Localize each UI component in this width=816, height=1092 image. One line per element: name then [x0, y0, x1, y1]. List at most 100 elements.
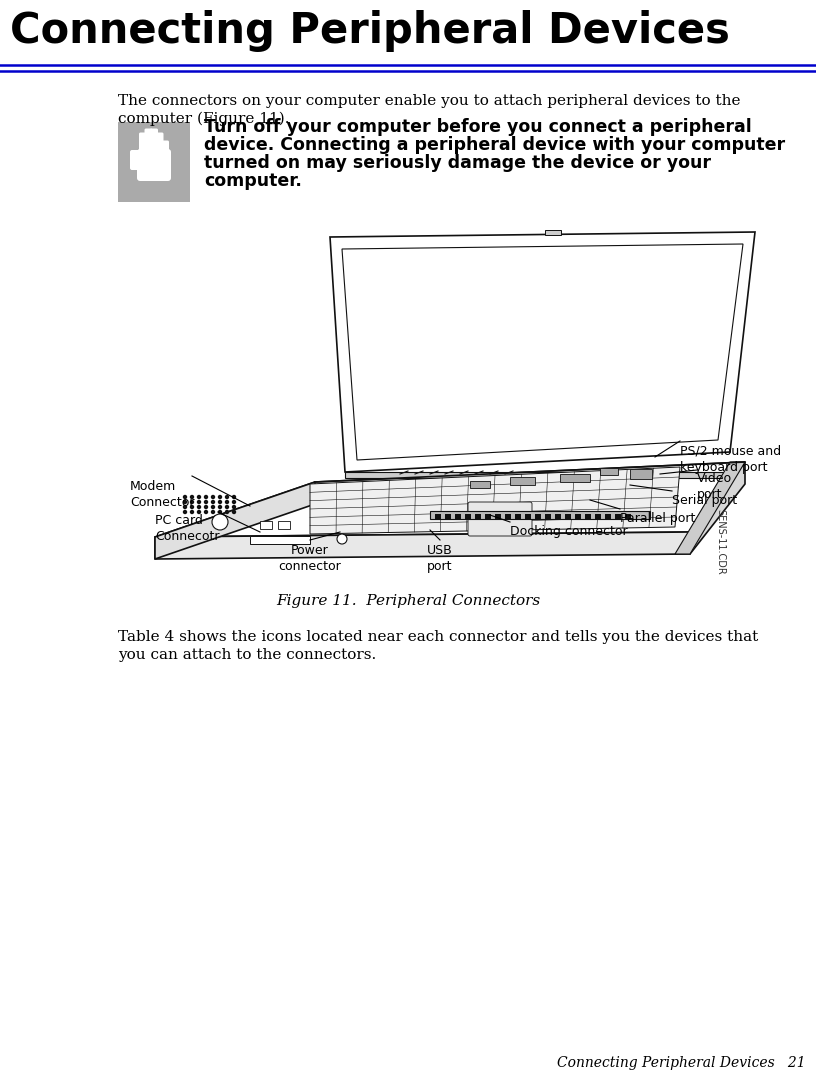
FancyBboxPatch shape — [150, 129, 158, 152]
Bar — [600, 468, 618, 475]
Bar — [595, 514, 601, 519]
Text: Parallel port: Parallel port — [620, 512, 695, 525]
Bar — [555, 514, 561, 519]
Circle shape — [190, 510, 193, 513]
Bar — [485, 514, 491, 519]
Circle shape — [197, 506, 201, 509]
Polygon shape — [342, 244, 743, 460]
Circle shape — [205, 510, 207, 513]
Bar — [475, 514, 481, 519]
Bar — [585, 514, 591, 519]
FancyBboxPatch shape — [156, 132, 163, 154]
Text: PS/2 mouse and
keyboard port: PS/2 mouse and keyboard port — [680, 446, 781, 474]
Circle shape — [337, 534, 347, 544]
Text: computer.: computer. — [204, 173, 302, 190]
Bar — [615, 514, 621, 519]
Polygon shape — [310, 467, 680, 534]
Bar — [465, 514, 471, 519]
Circle shape — [233, 506, 236, 509]
Text: Figure 11.  Peripheral Connectors: Figure 11. Peripheral Connectors — [276, 594, 540, 608]
Circle shape — [219, 496, 221, 499]
Circle shape — [205, 496, 207, 499]
Bar — [575, 514, 581, 519]
Bar — [278, 521, 290, 529]
Bar — [435, 514, 441, 519]
Text: Turn off your computer before you connect a peripheral: Turn off your computer before you connec… — [204, 118, 752, 136]
Text: computer (Figure 11).: computer (Figure 11). — [118, 112, 290, 127]
FancyBboxPatch shape — [468, 502, 532, 536]
Circle shape — [190, 506, 193, 509]
Circle shape — [205, 506, 207, 509]
Circle shape — [219, 510, 221, 513]
Polygon shape — [155, 532, 690, 559]
Circle shape — [233, 510, 236, 513]
FancyBboxPatch shape — [130, 150, 144, 170]
Circle shape — [197, 496, 201, 499]
Bar — [445, 514, 451, 519]
Text: Docking connector: Docking connector — [510, 525, 628, 538]
Text: turned on may seriously damage the device or your: turned on may seriously damage the devic… — [204, 154, 711, 173]
Bar — [560, 474, 590, 482]
Circle shape — [211, 506, 215, 509]
Bar — [515, 514, 521, 519]
Circle shape — [233, 496, 236, 499]
Circle shape — [197, 500, 201, 503]
Bar — [495, 514, 501, 519]
Bar — [605, 514, 611, 519]
FancyBboxPatch shape — [137, 149, 171, 181]
Text: SENS-11.CDR: SENS-11.CDR — [715, 509, 725, 574]
Circle shape — [219, 506, 221, 509]
Bar — [510, 477, 535, 485]
Polygon shape — [330, 232, 755, 472]
FancyBboxPatch shape — [161, 141, 169, 157]
Circle shape — [225, 496, 228, 499]
Bar — [625, 514, 631, 519]
Text: Connecting Peripheral Devices: Connecting Peripheral Devices — [10, 10, 730, 52]
Bar — [250, 536, 310, 544]
Bar — [535, 514, 541, 519]
FancyBboxPatch shape — [144, 129, 153, 152]
Circle shape — [225, 510, 228, 513]
Text: device. Connecting a peripheral device with your computer: device. Connecting a peripheral device w… — [204, 136, 785, 154]
FancyBboxPatch shape — [139, 132, 147, 154]
Bar — [505, 514, 511, 519]
Polygon shape — [155, 462, 745, 537]
Bar — [630, 468, 652, 479]
Text: The connectors on your computer enable you to attach peripheral devices to the: The connectors on your computer enable y… — [118, 94, 740, 108]
Circle shape — [184, 506, 187, 509]
Polygon shape — [675, 462, 745, 554]
Circle shape — [219, 500, 221, 503]
Bar — [470, 480, 490, 488]
Bar — [430, 511, 650, 519]
Circle shape — [184, 510, 187, 513]
Text: Power
connector: Power connector — [278, 544, 341, 573]
Bar — [345, 472, 730, 478]
Circle shape — [225, 506, 228, 509]
Circle shape — [211, 500, 215, 503]
Text: Serial port: Serial port — [672, 494, 737, 507]
Circle shape — [205, 500, 207, 503]
Circle shape — [184, 500, 187, 503]
Circle shape — [211, 510, 215, 513]
Circle shape — [184, 496, 187, 499]
Bar — [118, 122, 190, 202]
Text: Video
port: Video port — [697, 472, 732, 501]
Bar — [544, 230, 561, 235]
Circle shape — [233, 500, 236, 503]
Circle shape — [190, 496, 193, 499]
Text: Connecting Peripheral Devices   21: Connecting Peripheral Devices 21 — [557, 1056, 806, 1070]
Polygon shape — [155, 482, 315, 559]
Circle shape — [197, 510, 201, 513]
Text: PC card
Connecotr: PC card Connecotr — [155, 514, 220, 543]
Polygon shape — [690, 462, 745, 554]
Circle shape — [211, 496, 215, 499]
Bar — [455, 514, 461, 519]
Text: you can attach to the connectors.: you can attach to the connectors. — [118, 648, 376, 662]
Circle shape — [225, 500, 228, 503]
Bar — [545, 514, 551, 519]
Bar — [525, 514, 531, 519]
Bar — [260, 521, 272, 529]
Bar — [565, 514, 571, 519]
Circle shape — [190, 500, 193, 503]
Text: Modem
Connector: Modem Connector — [130, 480, 194, 509]
